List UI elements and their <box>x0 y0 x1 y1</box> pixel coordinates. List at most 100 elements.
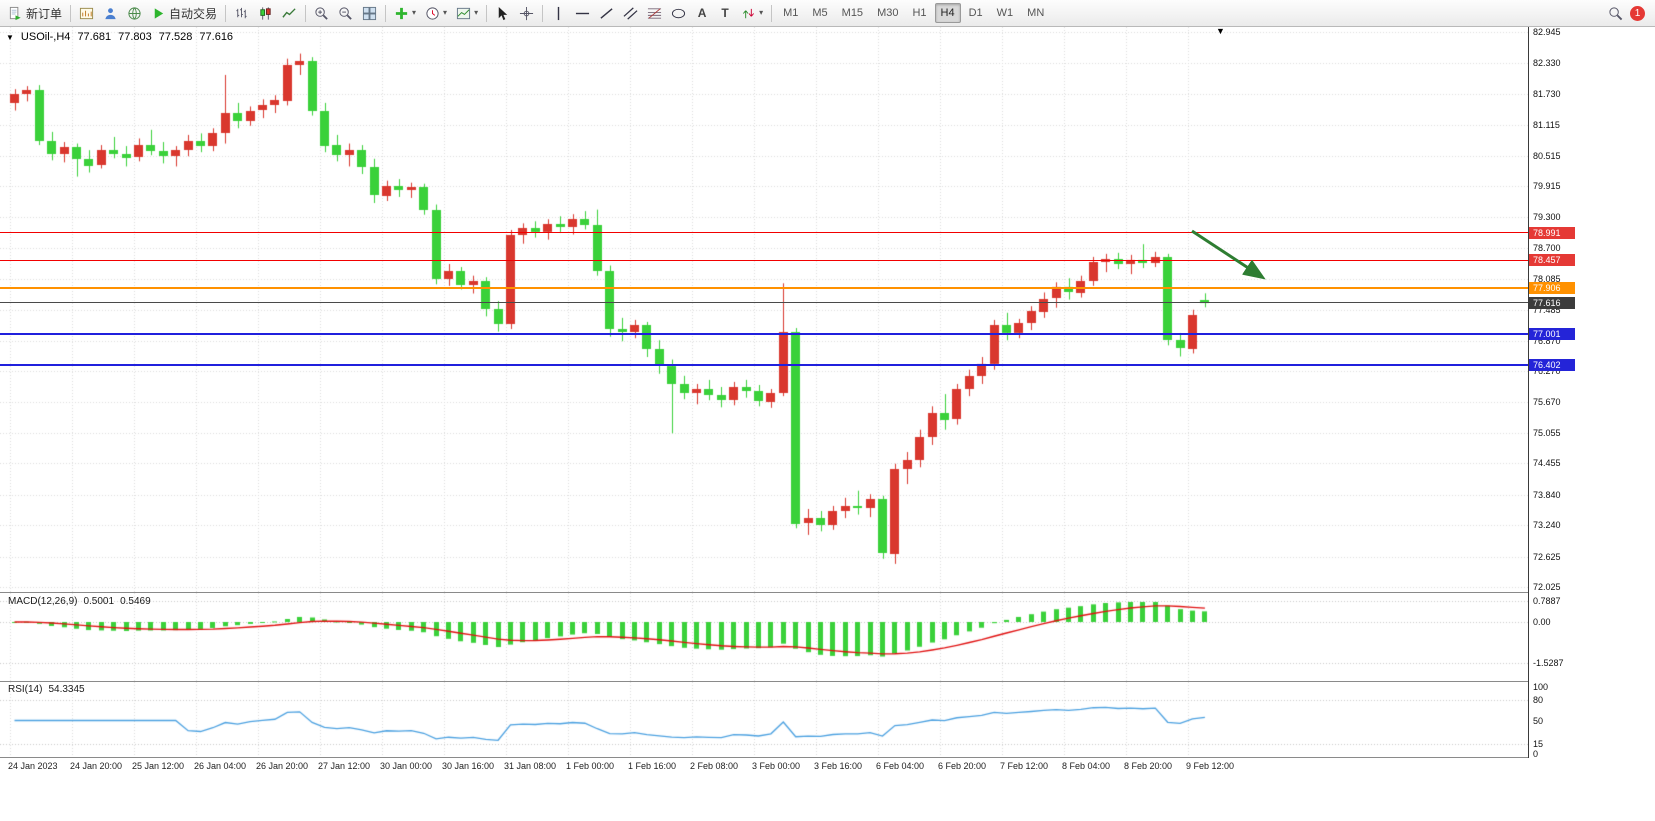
timeframe-button-mn[interactable]: MN <box>1021 3 1050 23</box>
notification-badge[interactable]: 1 <box>1630 5 1645 21</box>
price-axis[interactable]: 82.945 82.330 81.730 81.115 80.515 79.915 79.3… <box>1528 27 1655 759</box>
shapes-button[interactable] <box>667 2 690 24</box>
timeframe-button-d1[interactable]: D1 <box>963 3 989 23</box>
price-axis-tick: 80.515 <box>1533 150 1561 161</box>
profile-icon <box>105 7 116 19</box>
timeframe-button-w1[interactable]: W1 <box>991 3 1020 23</box>
crosshair-button[interactable] <box>515 2 538 24</box>
time-axis-label: 8 Feb 04:00 <box>1062 761 1111 771</box>
current-price-line-tag: 77.616 <box>1529 296 1575 309</box>
macd-axis-tick: 0.7887 <box>1533 595 1561 606</box>
auto-trading-button[interactable]: 自动交易 <box>147 2 221 24</box>
price-axis-tick: 81.730 <box>1533 88 1561 99</box>
pane-resize-handle[interactable] <box>0 592 1655 593</box>
new-order-button[interactable]: 新订单 <box>4 2 66 24</box>
toolbar-separator <box>70 4 72 22</box>
fibonacci-button[interactable] <box>643 2 666 24</box>
text-label-button[interactable]: T <box>714 2 736 24</box>
trendline-button[interactable] <box>595 2 618 24</box>
timeframe-button-m1[interactable]: M1 <box>777 3 804 23</box>
ohlc-open: 77.681 <box>77 31 112 43</box>
ellipse-icon <box>672 8 686 18</box>
periods-button[interactable]: ▾ <box>421 2 451 24</box>
ohlc-close: 77.616 <box>199 31 234 43</box>
text-tool-label: A <box>697 6 707 20</box>
time-axis-label: 3 Feb 16:00 <box>814 761 863 771</box>
zoom-in-icon <box>315 6 328 20</box>
resistance-2[interactable] <box>0 259 1528 261</box>
toolbar: 新订单 自动交易 <box>0 0 1655 27</box>
new-chart-button[interactable] <box>75 2 98 24</box>
cursor-button[interactable] <box>491 2 514 24</box>
price-axis-tick: 79.300 <box>1533 212 1561 223</box>
indicators-button[interactable]: ▾ <box>390 2 420 24</box>
new-order-icon <box>9 6 21 20</box>
macd-value-2: 0.5469 <box>120 596 151 607</box>
price-axis-tick: 73.840 <box>1533 489 1561 500</box>
resistance-1[interactable] <box>0 232 1528 234</box>
macd-canvas[interactable] <box>0 593 1528 681</box>
templates-button[interactable]: ▾ <box>452 2 482 24</box>
macd-name: MACD(12,26,9) <box>8 596 78 607</box>
chart-window-icon <box>79 7 94 19</box>
fibonacci-icon <box>648 7 662 19</box>
toolbar-separator <box>542 4 544 22</box>
time-axis-label: 24 Jan 2023 <box>8 761 58 771</box>
rsi-canvas[interactable] <box>0 682 1528 757</box>
horizontal-line-button[interactable] <box>571 2 594 24</box>
community-button[interactable] <box>123 2 146 24</box>
time-axis-label: 30 Jan 00:00 <box>380 761 433 771</box>
timeframe-button-h4[interactable]: H4 <box>934 3 961 23</box>
time-axis-label: 26 Jan 20:00 <box>256 761 309 771</box>
price-axis-tick: 76.270 <box>1533 366 1561 377</box>
rsi-name: RSI(14) <box>8 684 43 695</box>
search-icon <box>1609 6 1623 20</box>
time-axis-label: 25 Jan 12:00 <box>132 761 185 771</box>
price-axis-tick: 77.485 <box>1533 304 1561 315</box>
timeframe-button-m15[interactable]: M15 <box>836 3 869 23</box>
current-price-line[interactable] <box>0 302 1528 304</box>
trendline-icon <box>600 7 613 19</box>
profiles-button[interactable] <box>99 2 122 24</box>
time-axis[interactable]: 24 Jan 2023 24 Jan 20:00 25 Jan 12:00 26 Ja… <box>0 758 1528 780</box>
bar-chart-button[interactable] <box>230 2 253 24</box>
timeframe-button-m5[interactable]: M5 <box>806 3 833 23</box>
support-2[interactable] <box>0 363 1528 366</box>
zoom-in-button[interactable] <box>310 2 333 24</box>
tile-windows-button[interactable] <box>358 2 381 24</box>
time-axis-label: 27 Jan 12:00 <box>318 761 371 771</box>
timeframe-button-m30[interactable]: M30 <box>871 3 904 23</box>
pivot-line[interactable] <box>0 287 1528 290</box>
channel-button[interactable] <box>619 2 642 24</box>
chart-shift-marker[interactable]: ▼ <box>1216 26 1225 36</box>
zoom-out-icon <box>339 6 352 20</box>
arrows-icon <box>743 8 755 18</box>
price-axis-tick: 78.085 <box>1533 274 1561 284</box>
line-chart-button[interactable] <box>278 2 301 24</box>
timeframe-button-h1[interactable]: H1 <box>906 3 932 23</box>
arrows-button[interactable]: ▾ <box>737 2 767 24</box>
price-chart-canvas[interactable] <box>0 27 1528 592</box>
vertical-line-button[interactable] <box>547 2 570 24</box>
macd-label: MACD(12,26,9) 0.5001 0.5469 <box>8 596 151 607</box>
candlestick-button[interactable] <box>254 2 277 24</box>
vertical-line-icon <box>557 6 560 20</box>
search-button[interactable] <box>1604 2 1627 24</box>
time-axis-label: 6 Feb 20:00 <box>938 761 987 771</box>
globe-icon <box>128 6 141 20</box>
symbol-info: ▼ USOil-,H4 77.681 77.803 77.528 77.616 <box>6 31 233 43</box>
symbol-dropdown-icon[interactable]: ▼ <box>6 32 14 42</box>
zoom-out-button[interactable] <box>334 2 357 24</box>
timeframe-group: M1 M5 M15 M30 H1 H4 D1 W1 MN <box>776 3 1051 23</box>
toolbar-separator <box>225 4 227 22</box>
support-2-tag: 76.402 <box>1529 358 1575 371</box>
text-label-icon: T <box>721 6 729 20</box>
price-axis-tick: 75.055 <box>1533 428 1561 438</box>
support-1-tag: 77.001 <box>1529 328 1575 341</box>
horizontal-line-icon <box>576 12 590 14</box>
time-axis-label: 31 Jan 08:00 <box>504 761 557 771</box>
text-tool-button[interactable]: A <box>691 2 713 24</box>
resistance-1-tag: 78.991 <box>1529 226 1575 239</box>
pane-resize-handle[interactable] <box>0 681 1655 682</box>
support-1[interactable] <box>0 333 1528 336</box>
